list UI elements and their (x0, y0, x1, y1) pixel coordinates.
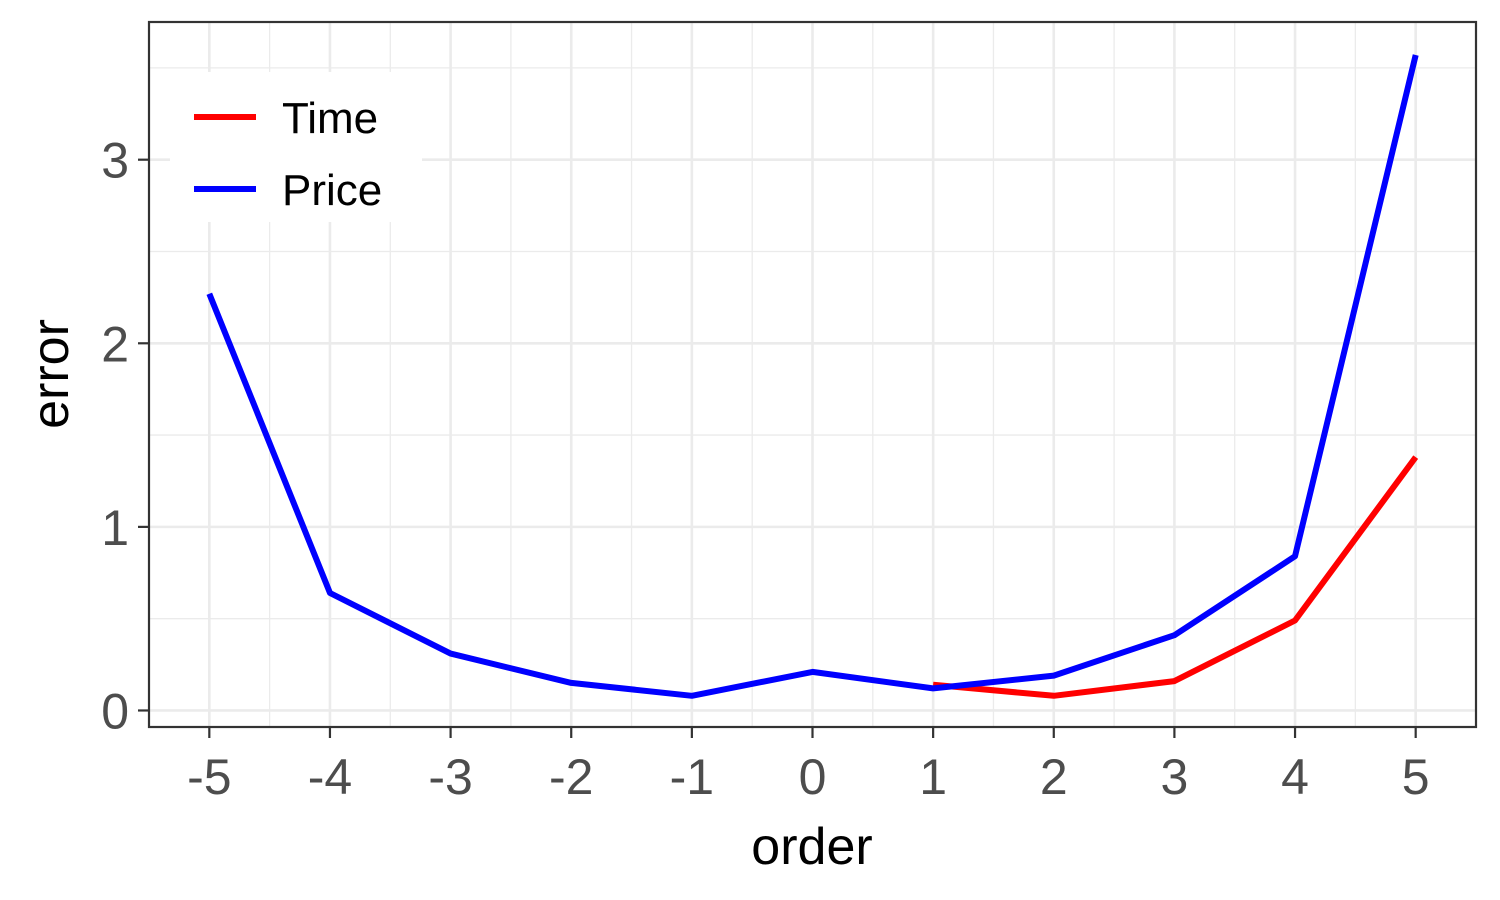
series-line-price (206, 54, 1419, 699)
y-tick-label: 1 (101, 500, 129, 556)
x-tick-label: 0 (799, 749, 827, 805)
y-axis-title: error (22, 319, 80, 429)
x-tick-label: -5 (187, 749, 231, 805)
x-axis-title: order (751, 818, 872, 876)
y-tick-label: 2 (101, 316, 129, 372)
legend-label-time: Time (282, 94, 378, 143)
x-tick-label: -2 (549, 749, 593, 805)
x-tick-label: 2 (1040, 749, 1068, 805)
major-gridlines (149, 22, 1476, 727)
x-tick-label: -3 (428, 749, 472, 805)
y-axis: 0 1 2 3 (101, 133, 149, 739)
legend-label-price: Price (282, 166, 382, 215)
x-tick-label: 1 (919, 749, 947, 805)
x-axis: -5 -4 -3 -2 -1 0 1 2 3 4 5 (187, 727, 1430, 805)
legend: Time Price (170, 72, 422, 222)
x-tick-label: 3 (1161, 749, 1189, 805)
x-tick-label: -4 (308, 749, 352, 805)
x-tick-label: 5 (1402, 749, 1430, 805)
y-tick-label: 0 (101, 683, 129, 739)
series-line-time (932, 455, 1419, 699)
x-tick-label: 4 (1281, 749, 1309, 805)
series-lines (206, 54, 1419, 699)
y-tick-label: 3 (101, 133, 129, 189)
legend-background (170, 72, 422, 222)
x-tick-label: -1 (670, 749, 714, 805)
